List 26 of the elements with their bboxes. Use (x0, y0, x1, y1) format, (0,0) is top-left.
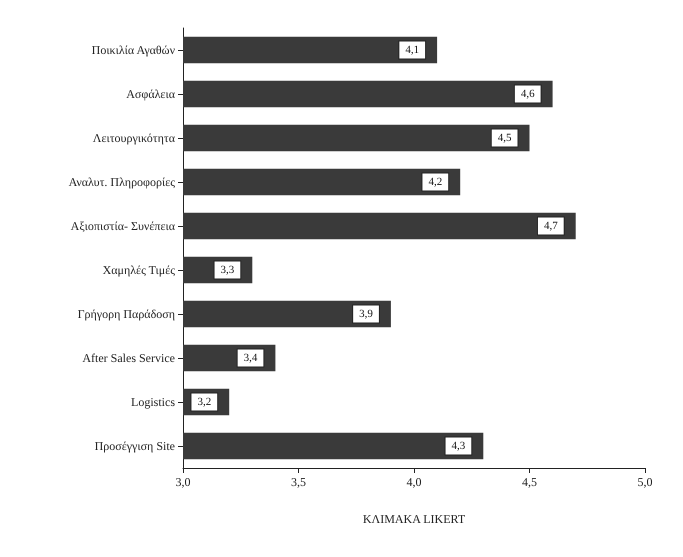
y-tick-label: After Sales Service (82, 351, 175, 365)
y-tick-label: Γρήγορη Παράδοση (78, 307, 175, 321)
data-label: 4,6 (520, 88, 536, 100)
data-label: 3,2 (197, 396, 212, 408)
x-tick-label: 3,5 (291, 475, 306, 489)
data-label: 4,2 (428, 176, 442, 188)
y-tick-label: Αναλυτ. Πληροφορίες (68, 175, 176, 189)
x-tick-label: 5,0 (638, 475, 652, 489)
y-tick-label: Logistics (131, 395, 176, 409)
x-tick-label: 4,0 (406, 475, 422, 489)
y-tick-label: Χαμηλές Τιμές (102, 263, 176, 277)
data-label: 3,3 (220, 264, 235, 276)
data-label: 3,9 (359, 308, 374, 320)
data-label: 4,7 (544, 220, 558, 232)
data-label: 4,5 (498, 132, 512, 144)
y-tick-label: Λειτουργικότητα (92, 131, 176, 145)
x-axis-title: ΚΛΙΜΑΚΑ LIKERT (362, 512, 466, 526)
x-tick-label: 3,0 (176, 475, 190, 489)
data-label: 4,1 (405, 44, 420, 56)
y-tick-label: Ποικιλία Αγαθών (92, 43, 176, 57)
x-tick-label: 4,5 (522, 475, 537, 489)
y-tick-label: Ασφάλεια (126, 87, 176, 101)
y-tick-label: Αξιοπιστία- Συνέπεια (70, 219, 176, 233)
data-label: 4,3 (452, 440, 466, 452)
data-label: 3,4 (244, 352, 258, 364)
y-tick-label: Προσέγγιση Site (94, 439, 175, 453)
